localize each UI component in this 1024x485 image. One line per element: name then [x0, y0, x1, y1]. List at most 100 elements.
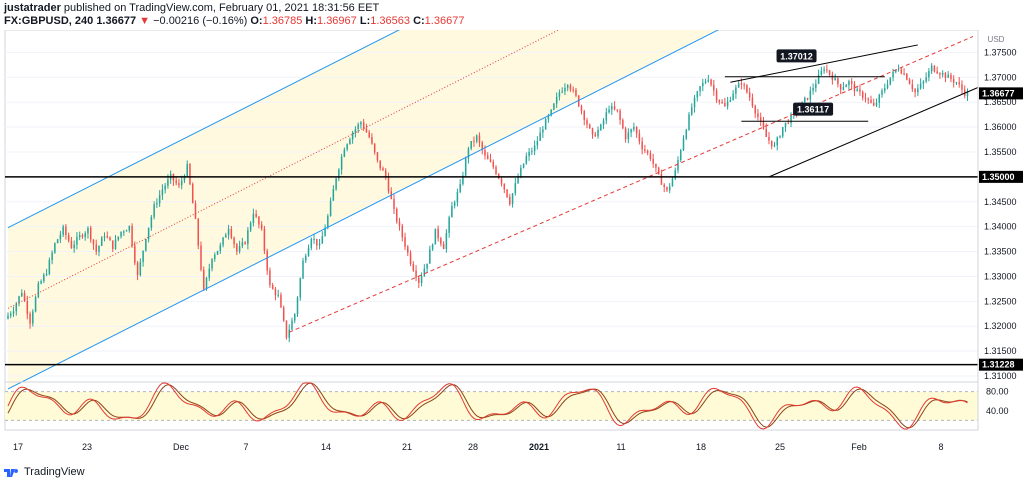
candle-body — [671, 178, 674, 187]
candle-body — [804, 97, 806, 102]
candle-body — [48, 260, 51, 274]
candle-body — [729, 100, 732, 102]
candle-body — [376, 152, 379, 161]
candle-body — [815, 83, 817, 89]
candle-body — [114, 239, 117, 250]
candle-body — [930, 65, 933, 72]
wedge-lower-line — [768, 86, 979, 178]
candle-body — [928, 71, 930, 78]
candle-body — [128, 225, 131, 231]
candle-body — [820, 70, 823, 75]
low-label: L: — [359, 15, 371, 27]
candle-body — [227, 228, 230, 235]
candle-body — [404, 237, 406, 247]
candle-body — [740, 83, 743, 85]
candle-body — [542, 129, 544, 133]
stoch-band — [5, 391, 978, 421]
candle-body — [668, 186, 671, 191]
candle-body — [892, 72, 894, 78]
candle-body — [98, 245, 100, 252]
candle-body — [73, 244, 75, 249]
candle-body — [872, 102, 875, 106]
candle-body — [109, 237, 111, 241]
candle-body — [492, 161, 495, 168]
candle-body — [961, 84, 963, 90]
price-tick-label: 1.37000 — [984, 72, 1017, 82]
candle-body — [884, 88, 886, 91]
candle-body — [180, 180, 183, 186]
candle-body — [696, 91, 699, 98]
candle-body — [120, 231, 122, 237]
price-unit-label: USD — [988, 35, 1005, 44]
candle-body — [666, 187, 668, 191]
candle-body — [765, 128, 767, 137]
candle-body — [431, 244, 434, 250]
candle-body — [393, 198, 395, 209]
candle-body — [950, 74, 952, 80]
candle-body — [123, 231, 125, 233]
price-tick-label: 1.36500 — [984, 97, 1017, 107]
candle-body — [247, 230, 249, 245]
candle-body — [895, 70, 897, 73]
candle-body — [321, 236, 324, 244]
candle-body — [897, 69, 900, 71]
candle-body — [531, 151, 533, 153]
candle-body — [511, 193, 514, 205]
candle-body — [139, 261, 142, 276]
candle-body — [67, 234, 70, 242]
candle-body — [302, 260, 304, 279]
candle-body — [886, 84, 889, 89]
candle-body — [550, 109, 552, 116]
candle-body — [277, 294, 279, 296]
candle-body — [611, 106, 613, 110]
candle-body — [850, 81, 853, 84]
candle-body — [274, 289, 277, 296]
candle-body — [175, 180, 177, 184]
candle-body — [269, 270, 271, 285]
candle-body — [100, 237, 103, 246]
candle-body — [470, 140, 472, 149]
candle-body — [437, 228, 439, 239]
candle-body — [955, 82, 958, 84]
candle-body — [440, 238, 442, 244]
candle-body — [473, 140, 475, 142]
candle-body — [812, 88, 814, 91]
candle-body — [167, 179, 169, 186]
candle-body — [635, 127, 638, 134]
candle-body — [564, 87, 566, 92]
candle-body — [117, 236, 120, 240]
candle-body — [164, 185, 166, 190]
stochastic-pane: 80.00 40.00 — [5, 381, 1009, 430]
candle-body — [875, 102, 878, 106]
candle-body — [732, 93, 734, 101]
price-chart[interactable]: 1.37012 1.36117 80.00 40.00 USD 1.37500 1.37… — [0, 30, 1024, 462]
tradingview-icon — [4, 469, 19, 477]
candle-body — [285, 320, 288, 338]
price-tick-label: 1.32000 — [984, 321, 1017, 331]
channel-midline — [7, 30, 560, 309]
candle-body — [147, 227, 150, 240]
candle-body — [293, 314, 296, 321]
candle-body — [70, 241, 73, 249]
price-axis: USD 1.37500 1.37000 1.36500 1.36000 1.35500 1.… — [977, 30, 1023, 430]
tradingview-logo[interactable]: TradingView — [4, 466, 85, 478]
candle-body — [191, 184, 194, 204]
candle-body — [569, 85, 572, 90]
candle-body — [429, 249, 431, 264]
candle-body — [547, 115, 550, 120]
candle-body — [947, 74, 949, 78]
candle-body — [726, 101, 729, 107]
candle-body — [633, 127, 635, 130]
time-tick-label: 23 — [82, 442, 92, 452]
high-label: H: — [305, 15, 318, 27]
candle-body — [395, 208, 398, 222]
candle-body — [864, 97, 867, 99]
candle-body — [354, 128, 357, 133]
author-name[interactable]: justatrader — [4, 2, 61, 14]
candle-body — [641, 141, 643, 150]
close-label: C: — [413, 15, 425, 27]
candle-body — [200, 245, 202, 270]
candle-body — [652, 158, 654, 164]
candle-body — [489, 159, 492, 162]
candle-body — [384, 170, 387, 177]
